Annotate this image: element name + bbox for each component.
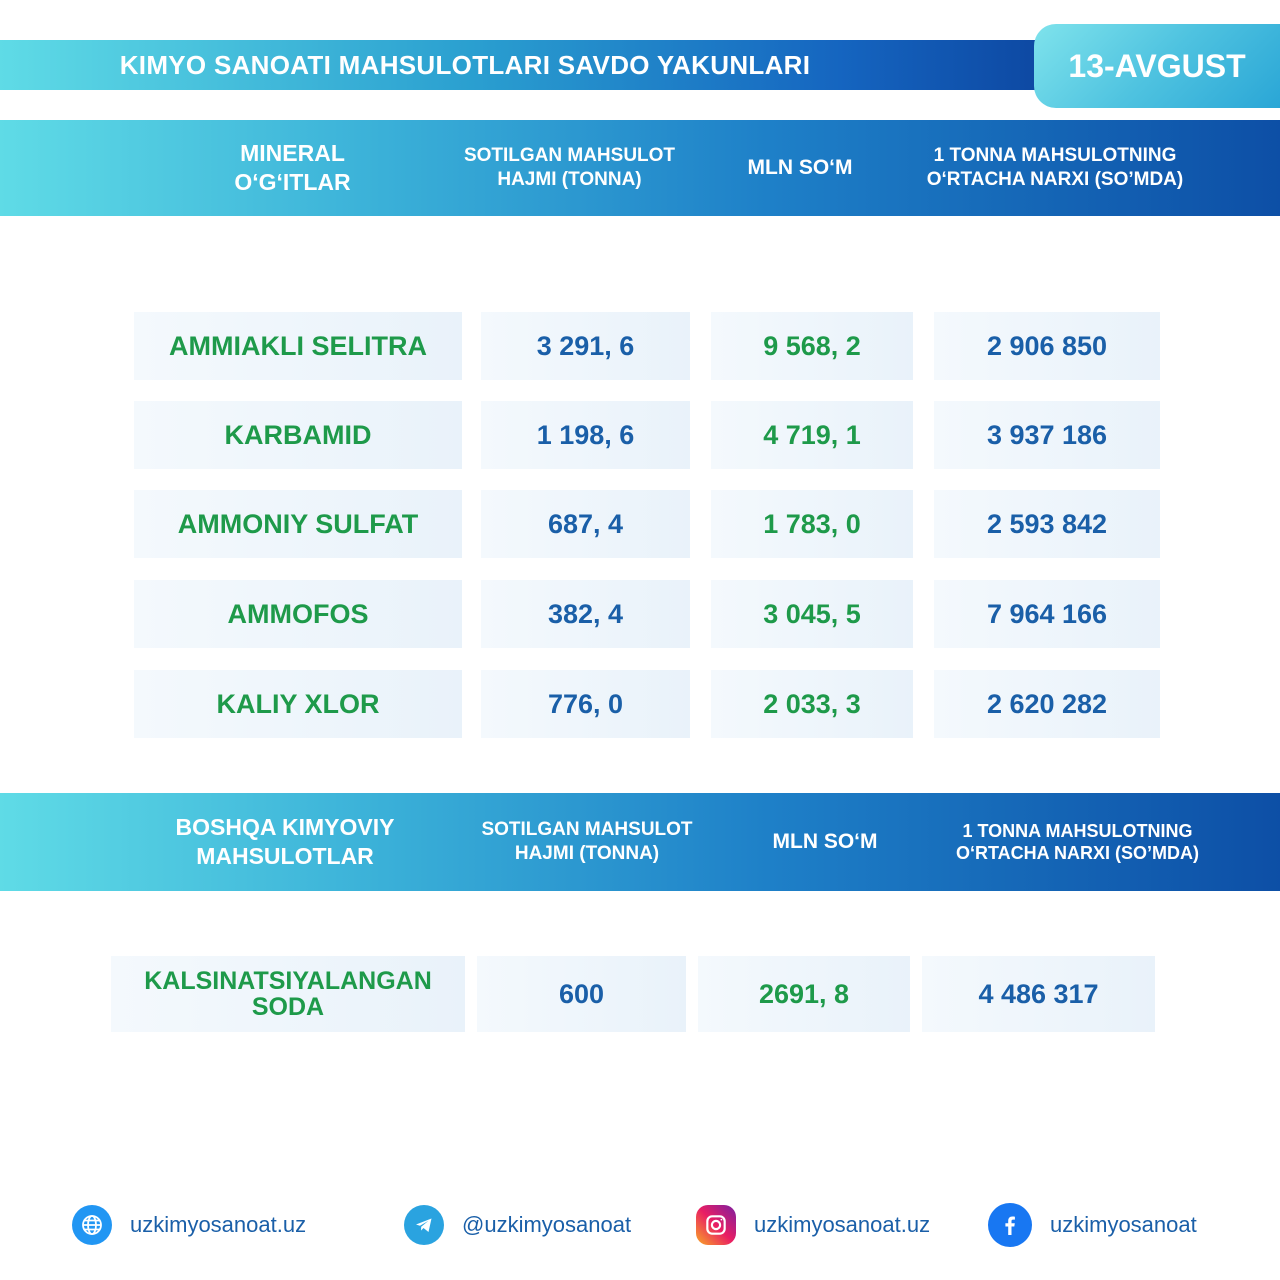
volume-value: 1 198, 6	[481, 401, 690, 469]
price-value: 2 906 850	[934, 312, 1160, 380]
volume-value: 687, 4	[481, 490, 690, 558]
price-value: 2 620 282	[934, 670, 1160, 738]
price-value: 3 937 186	[934, 401, 1160, 469]
mln-value: 3 045, 5	[711, 580, 913, 648]
price-value: 7 964 166	[934, 580, 1160, 648]
footer-instagram-text: uzkimyosanoat.uz	[754, 1212, 931, 1237]
header-category: BOSHQA KIMYOVIY MAHSULOTLAR	[175, 814, 395, 869]
volume-value: 776, 0	[481, 670, 690, 738]
globe-icon	[72, 1205, 112, 1245]
title-bar: KIMYO SANOATI MAHSULOTLARI SAVDO YAKUNLA…	[0, 40, 1050, 90]
header-volume: SOTILGAN MAHSULOT HAJMI (TONNA)	[481, 819, 693, 864]
date-badge: 13-AVGUST	[1034, 24, 1280, 108]
facebook-icon	[988, 1203, 1032, 1247]
mln-value: 1 783, 0	[711, 490, 913, 558]
product-name: AMMIAKLI SELITRA	[134, 312, 462, 380]
mln-value: 2691, 8	[698, 956, 910, 1032]
footer-telegram-text: @uzkimyosanoat	[462, 1212, 632, 1237]
header-mln: MLN SO‘M	[772, 829, 878, 853]
mln-value: 2 033, 3	[711, 670, 913, 738]
price-value: 2 593 842	[934, 490, 1160, 558]
mln-value: 4 719, 1	[711, 401, 913, 469]
product-name: AMMONIY SULFAT	[134, 490, 462, 558]
telegram-icon	[404, 1205, 444, 1245]
product-name: KALSINATSIYALANGAN SODA	[111, 956, 465, 1032]
footer-facebook-link[interactable]: uzkimyosanoat	[988, 1203, 1197, 1247]
footer-instagram-link[interactable]: uzkimyosanoat.uz	[696, 1203, 930, 1247]
instagram-icon	[696, 1205, 736, 1245]
product-name: KARBAMID	[134, 401, 462, 469]
volume-value: 600	[477, 956, 686, 1032]
date-label: 13-AVGUST	[1068, 47, 1246, 84]
section1-header: MINERAL O‘G‘ITLAR SOTILGAN MAHSULOT HAJM…	[0, 120, 1280, 216]
header-price: 1 TONNA MAHSULOTNING O‘RTACHA NARXI (SO’…	[926, 145, 1184, 190]
footer-website-text: uzkimyosanoat.uz	[130, 1212, 307, 1237]
volume-value: 3 291, 6	[481, 312, 690, 380]
product-name: KALIY XLOR	[134, 670, 462, 738]
price-value: 4 486 317	[922, 956, 1155, 1032]
page-title: KIMYO SANOATI MAHSULOTLARI SAVDO YAKUNLA…	[119, 49, 811, 80]
header-price: 1 TONNA MAHSULOTNING O‘RTACHA NARXI (SO’…	[956, 820, 1199, 864]
product-name: AMMOFOS	[134, 580, 462, 648]
footer-facebook-text: uzkimyosanoat	[1050, 1212, 1197, 1237]
header-volume: SOTILGAN MAHSULOT HAJMI (TONNA)	[463, 145, 676, 190]
volume-value: 382, 4	[481, 580, 690, 648]
footer-telegram-link[interactable]: @uzkimyosanoat	[404, 1203, 631, 1247]
header-category: MINERAL O‘G‘ITLAR	[234, 140, 351, 195]
footer-website-link[interactable]: uzkimyosanoat.uz	[72, 1203, 306, 1247]
mln-value: 9 568, 2	[711, 312, 913, 380]
section2-header: BOSHQA KIMYOVIY MAHSULOTLAR SOTILGAN MAH…	[0, 793, 1280, 891]
header-mln: MLN SO‘M	[747, 155, 853, 179]
